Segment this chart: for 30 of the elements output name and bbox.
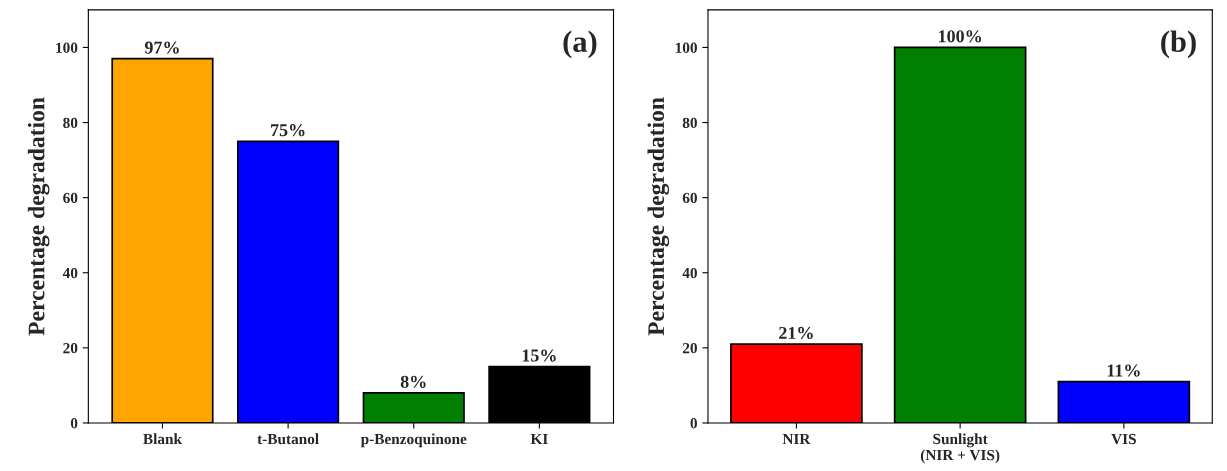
y-tick-label: 0: [70, 418, 78, 429]
data-label: 11%: [1107, 364, 1140, 377]
y-tick-label: 100: [56, 42, 78, 53]
y-tick-label: 60: [63, 192, 78, 204]
x-tick-label: VIS: [1111, 433, 1136, 445]
y-tick-label: 20: [682, 343, 697, 354]
data-label: 15%: [522, 349, 556, 362]
y-tick-label: 40: [682, 267, 697, 279]
y-tick-label: 0: [690, 418, 697, 429]
data-label: 75%: [271, 124, 305, 137]
y-axis-title: Percentage degradation: [647, 97, 670, 336]
data-label: 97%: [144, 41, 179, 54]
data-label: 21%: [779, 326, 813, 340]
x-tick-label: NIR: [782, 433, 811, 444]
y-tick-label: 100: [675, 42, 697, 53]
y-axis-title: Percentage degradation: [27, 97, 50, 336]
x-tick-label: p-Benzoquinone: [360, 433, 467, 448]
data-label: 100%: [939, 30, 981, 43]
y-tick-label: 80: [63, 117, 78, 128]
annotation: (a): [563, 30, 597, 59]
data-label: 8%: [400, 375, 426, 388]
y-tick-label: 80: [682, 117, 697, 128]
x-tick-label: KI: [530, 433, 548, 444]
x-tick-label: Sunlight (NIR + VIS): [920, 433, 1000, 464]
x-tick-label: Blank: [143, 433, 182, 445]
annotation: (b): [1161, 30, 1196, 59]
x-tick-label: t-Butanol: [257, 433, 319, 445]
y-tick-label: 20: [63, 343, 78, 354]
y-tick-label: 60: [682, 192, 697, 204]
y-tick-label: 40: [62, 267, 78, 279]
